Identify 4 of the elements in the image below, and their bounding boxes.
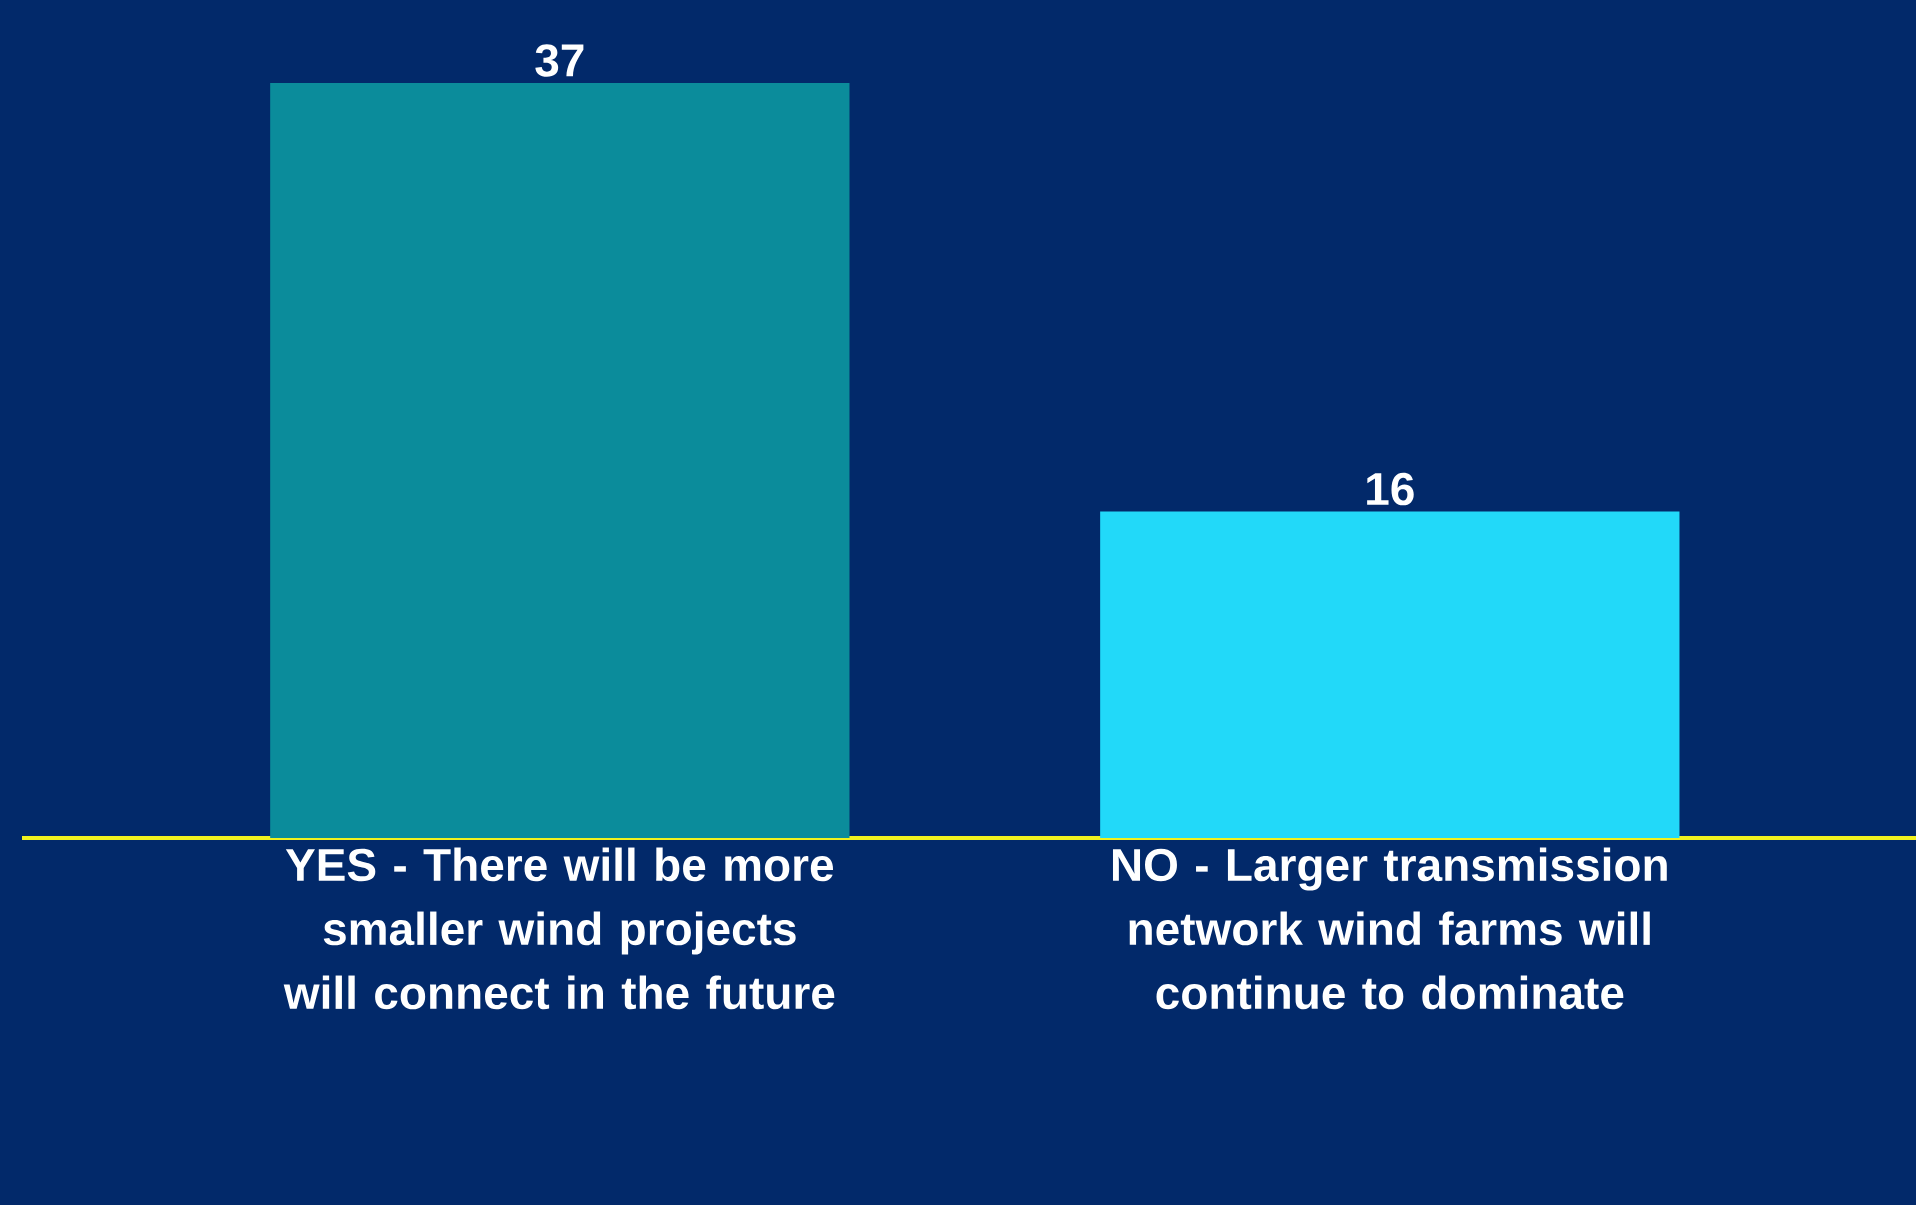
x-tick-label: YES - There will be more smaller wind projects will connect in the future xyxy=(283,847,835,1010)
data-label: 37 xyxy=(535,44,584,77)
x-tick-label: NO - Larger transmission network wind farms will continue to dominate xyxy=(1112,847,1667,1010)
data-label: 16 xyxy=(1367,472,1414,506)
